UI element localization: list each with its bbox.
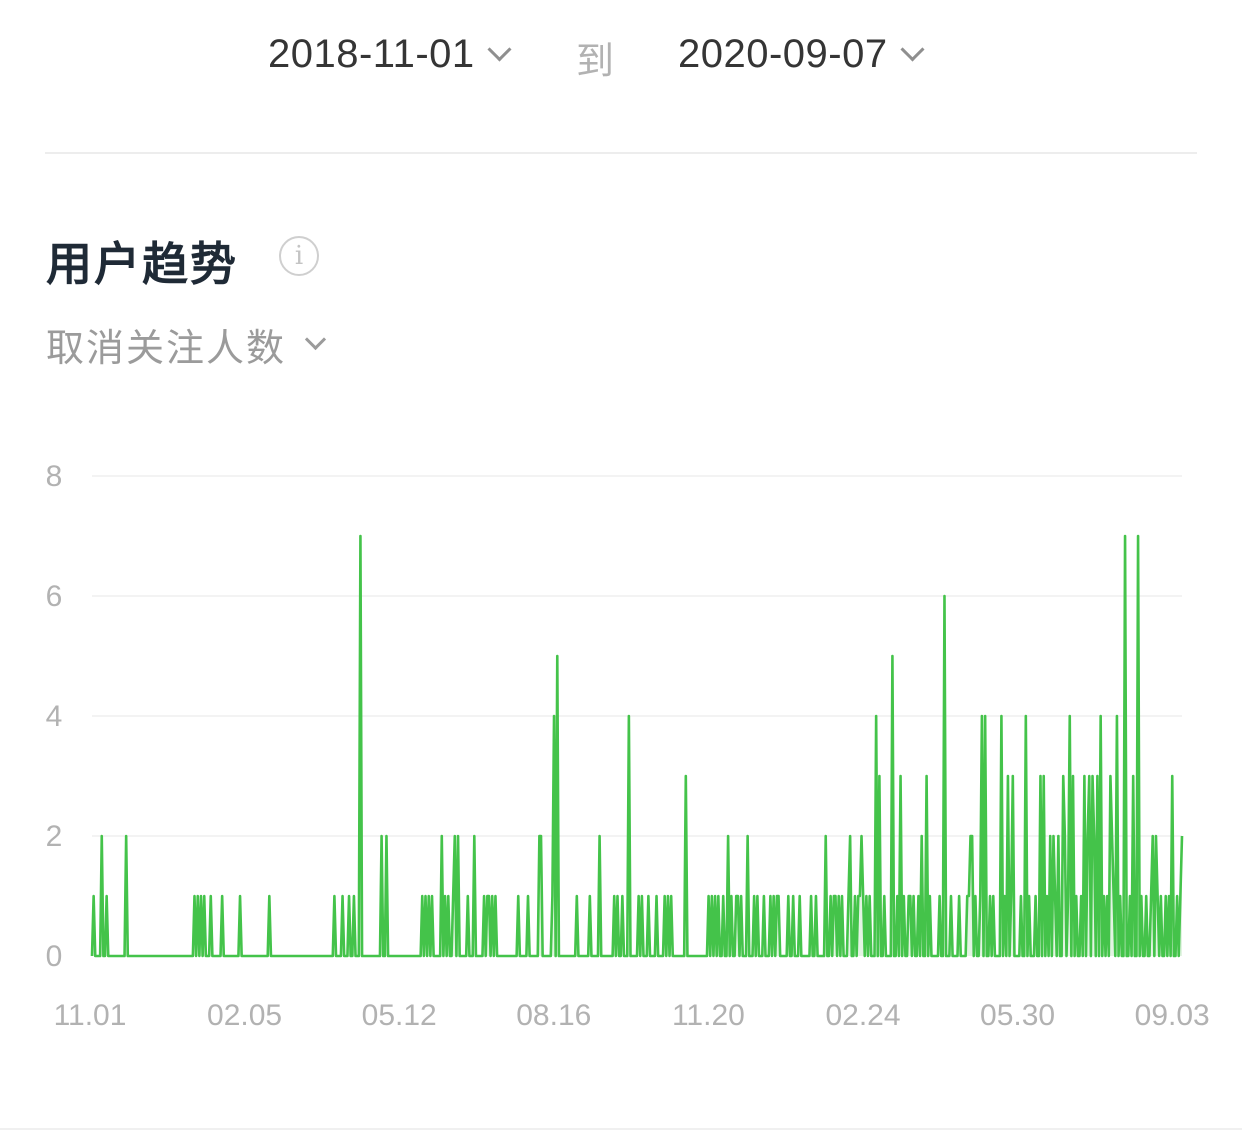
date-range-bar: 2018-11-01 到 2020-09-07 xyxy=(0,22,1242,86)
chevron-down-icon xyxy=(900,36,925,62)
x-tick-label: 11.20 xyxy=(672,999,745,1032)
end-date-value: 2020-09-07 xyxy=(678,31,888,76)
x-tick-label: 09.03 xyxy=(1135,999,1210,1032)
divider xyxy=(45,152,1197,154)
x-tick-label: 11.01 xyxy=(54,999,127,1032)
y-tick-label: 2 xyxy=(46,820,63,853)
range-to-label: 到 xyxy=(576,41,615,83)
series-layer xyxy=(90,534,1184,958)
y-tick-label: 0 xyxy=(46,940,63,973)
y-tick-label: 4 xyxy=(46,700,63,733)
x-axis: 11.01 02.05 05.12 08.16 11.20 02.24 05.30 09.03 xyxy=(54,999,1210,1032)
end-date-picker[interactable]: 2020-09-07 xyxy=(678,22,925,86)
y-tick-label: 8 xyxy=(46,460,63,493)
start-date-value: 2018-11-01 xyxy=(268,31,475,76)
info-icon[interactable]: i xyxy=(279,236,319,276)
start-date-picker[interactable]: 2018-11-01 xyxy=(268,22,512,86)
trend-chart: 0 2 4 6 8 11.01 02.05 05.12 08.16 11.20 02.24 05.3… xyxy=(46,460,1210,1032)
metric-dropdown-label: 取消关注人数 xyxy=(46,327,287,370)
series-area xyxy=(92,536,1182,956)
chevron-down-icon xyxy=(304,328,327,350)
series-line xyxy=(90,534,1184,958)
x-tick-label: 05.12 xyxy=(362,999,437,1032)
x-tick-label: 02.05 xyxy=(207,999,282,1032)
metric-dropdown[interactable]: 取消关注人数 xyxy=(46,318,327,370)
section-title: 用户趋势 xyxy=(46,238,238,290)
y-tick-label: 6 xyxy=(46,580,63,613)
y-axis: 0 2 4 6 8 xyxy=(46,460,63,973)
bottom-divider xyxy=(0,1128,1242,1130)
x-tick-label: 02.24 xyxy=(825,999,900,1032)
x-tick-label: 05.30 xyxy=(980,999,1055,1032)
x-tick-label: 08.16 xyxy=(516,999,591,1032)
grid-layer xyxy=(92,475,1182,837)
chevron-down-icon xyxy=(487,36,512,62)
